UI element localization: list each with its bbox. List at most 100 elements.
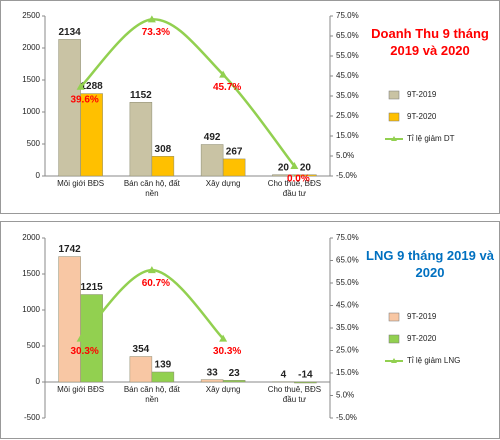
chart-title: LNG 9 tháng 2019 và 2020 [366, 248, 494, 280]
legend-label: 9T-2019 [407, 90, 437, 99]
y2-tick-label: 65.0% [336, 256, 359, 265]
y2-tick-label: -5.0% [336, 413, 357, 422]
x-tick-label: Bán căn hộ, đất nền [123, 385, 180, 404]
bar [80, 93, 103, 177]
chart-title: Doanh Thu 9 tháng 2019 và 2020 [371, 26, 489, 58]
line-value-label: 60.7% [142, 278, 170, 289]
line-marker [219, 334, 228, 342]
legend-marker [391, 358, 397, 363]
bar-value-label: 492 [204, 132, 221, 143]
bar [294, 381, 317, 384]
bar [151, 371, 175, 383]
line-value-label: 30.3% [213, 346, 241, 357]
y-tick-label: 2000 [22, 43, 40, 52]
bar-value-label: 1288 [81, 81, 104, 92]
y-tick-label: 1500 [22, 75, 40, 84]
bar-value-label: 308 [155, 144, 172, 155]
y2-tick-label: 25.0% [336, 346, 359, 355]
bar-value-label: 1215 [81, 282, 104, 293]
y2-tick-label: 5.0% [336, 391, 354, 400]
y2-tick-label: 65.0% [336, 31, 359, 40]
x-tick-label: Môi giới BĐS [57, 385, 105, 394]
bar [294, 174, 317, 177]
y-tick-label: 1000 [22, 305, 40, 314]
bar [151, 156, 175, 177]
y2-tick-label: 15.0% [336, 368, 359, 377]
y2-tick-label: 55.0% [336, 51, 359, 60]
bar-value-label: 23 [229, 368, 241, 379]
x-tick-label: Cho thuê, BĐS đầu tư [267, 385, 322, 404]
legend-label: Tỉ lệ giảm LNG [407, 356, 460, 365]
x-tick-label: Môi giới BĐS [57, 179, 105, 188]
x-tick-label: Xây dựng [205, 385, 241, 394]
x-tick-label: Cho thuê, BĐS đầu tư [267, 179, 322, 198]
bar [200, 144, 224, 177]
x-tick-label: Xây dựng [205, 179, 241, 188]
y-tick-label: 500 [27, 139, 41, 148]
legend-label: Tỉ lệ giảm DT [407, 134, 455, 143]
x-tick-label: Bán căn hộ, đất nền [123, 179, 180, 198]
legend-label: 9T-2020 [407, 334, 437, 343]
line-marker [147, 15, 156, 23]
bar-value-label: 20 [278, 162, 290, 173]
legend-label: 9T-2020 [407, 112, 437, 121]
y2-tick-label: 35.0% [336, 91, 359, 100]
y2-tick-label: 75.0% [336, 233, 359, 242]
line-value-label: 39.6% [70, 94, 98, 105]
bar-value-label: 354 [133, 344, 150, 355]
legend-swatch [388, 312, 400, 322]
y-tick-label: 1000 [22, 107, 40, 116]
x-tick-label: Cho thuê, BĐS đầu tư [267, 179, 322, 198]
y2-tick-label: 55.0% [336, 278, 359, 287]
x-tick-label: Bán căn hộ, đất nền [123, 179, 180, 198]
bar-value-label: 1742 [59, 244, 82, 255]
legend-label: 9T-2019 [407, 312, 437, 321]
line-value-label: 73.3% [142, 27, 170, 38]
line-marker [290, 162, 299, 169]
x-tick-label: Bán căn hộ, đất nền [123, 385, 180, 404]
x-tick-label: Môi giới BĐS [57, 385, 105, 394]
x-tick-label: Xây dựng [205, 179, 241, 188]
y-tick-label: -500 [24, 413, 41, 422]
x-tick-label: Cho thuê, BĐS đầu tư [267, 385, 322, 404]
bar-value-label: 2134 [59, 27, 82, 38]
legend-swatch [388, 112, 400, 122]
y2-tick-label: 35.0% [336, 323, 359, 332]
line-marker [147, 266, 156, 274]
bar-value-label: 20 [300, 162, 312, 173]
chart-title: LNG 9 tháng 2019 và 2020 [366, 248, 494, 280]
y-tick-label: 2000 [22, 233, 40, 242]
y-tick-label: 0 [36, 377, 41, 386]
bar-value-label: 4 [281, 369, 287, 380]
y-tick-label: 1500 [22, 269, 40, 278]
y-tick-label: 0 [36, 171, 41, 180]
bar-value-label: 139 [155, 360, 172, 371]
y-tick-label: 500 [27, 341, 41, 350]
line-value-label: 45.7% [213, 82, 241, 93]
y2-tick-label: -5.0% [336, 171, 357, 180]
x-tick-label: Môi giới BĐS [57, 179, 105, 188]
legend-marker [391, 136, 397, 141]
line-marker [76, 334, 85, 342]
bar [129, 102, 153, 177]
y2-tick-label: 5.0% [336, 151, 354, 160]
y2-tick-label: 25.0% [336, 111, 359, 120]
line-value-label: 30.3% [70, 346, 98, 357]
bar [80, 294, 103, 383]
line-value-label: 0.0% [287, 174, 310, 185]
bar-value-label: 267 [226, 147, 243, 158]
legend-swatch [388, 90, 400, 100]
line-marker [219, 70, 228, 78]
bar-value-label: 1152 [130, 90, 152, 101]
bar [129, 356, 153, 383]
bar [222, 158, 246, 177]
y-tick-label: 2500 [22, 11, 40, 20]
y2-tick-label: 15.0% [336, 131, 359, 140]
bar [222, 380, 246, 383]
y2-tick-label: 75.0% [336, 11, 359, 20]
bar-value-label: -14 [298, 370, 313, 381]
line-marker [76, 82, 85, 90]
chart-title: Doanh Thu 9 tháng 2019 và 2020 [371, 26, 489, 58]
line [79, 18, 296, 167]
